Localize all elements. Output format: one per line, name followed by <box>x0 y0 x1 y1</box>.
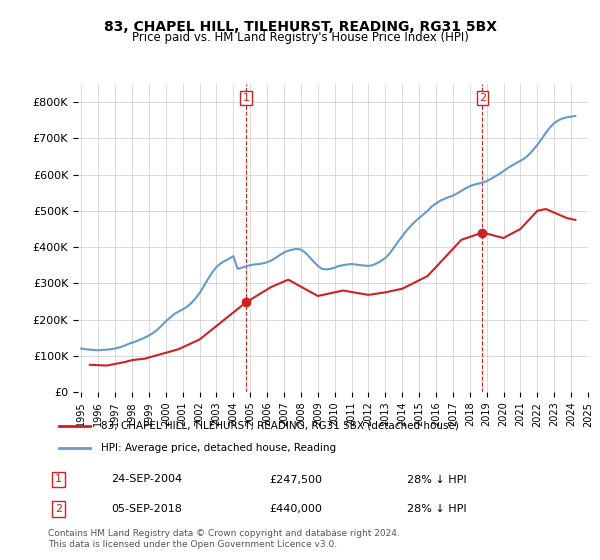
Text: 1: 1 <box>55 474 62 484</box>
Text: HPI: Average price, detached house, Reading: HPI: Average price, detached house, Read… <box>101 443 336 453</box>
Text: This data is licensed under the Open Government Licence v3.0.: This data is licensed under the Open Gov… <box>48 540 337 549</box>
Text: 2: 2 <box>55 504 62 514</box>
Text: Price paid vs. HM Land Registry's House Price Index (HPI): Price paid vs. HM Land Registry's House … <box>131 31 469 44</box>
Text: 83, CHAPEL HILL, TILEHURST, READING, RG31 5BX (detached house): 83, CHAPEL HILL, TILEHURST, READING, RG3… <box>101 421 458 431</box>
Text: Contains HM Land Registry data © Crown copyright and database right 2024.: Contains HM Land Registry data © Crown c… <box>48 529 400 538</box>
Text: 24-SEP-2004: 24-SEP-2004 <box>112 474 182 484</box>
Text: 83, CHAPEL HILL, TILEHURST, READING, RG31 5BX: 83, CHAPEL HILL, TILEHURST, READING, RG3… <box>104 20 497 34</box>
Text: 28% ↓ HPI: 28% ↓ HPI <box>407 474 467 484</box>
Text: £247,500: £247,500 <box>270 474 323 484</box>
Text: 1: 1 <box>242 94 250 103</box>
Text: 28% ↓ HPI: 28% ↓ HPI <box>407 504 467 514</box>
Text: 2: 2 <box>479 94 486 103</box>
Text: 05-SEP-2018: 05-SEP-2018 <box>112 504 182 514</box>
Text: £440,000: £440,000 <box>270 504 323 514</box>
